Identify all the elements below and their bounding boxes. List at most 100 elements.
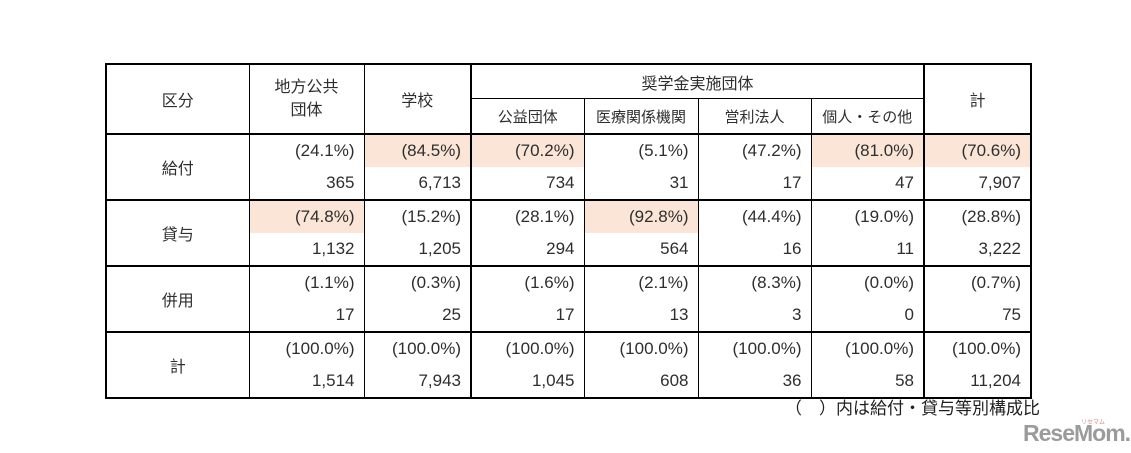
cell-percent: (2.1%): [638, 273, 689, 292]
cell-count: 365: [326, 173, 355, 192]
table-row-total: 計 (100.0%) 1,514 (100.0%) 7,943 (100.0%) 1,…: [105, 331, 1032, 399]
row-label: 給付: [105, 133, 250, 201]
cell-count: 36: [782, 371, 802, 390]
resemom-logo-ruby: リセマム: [1081, 420, 1106, 426]
cell-percent: (100.0%): [505, 339, 575, 358]
cell-percent: (15.2%): [401, 207, 461, 226]
cell-percent: (100.0%): [845, 339, 915, 358]
cell-count: 1,045: [531, 371, 575, 390]
data-cell: (0.3%) 25: [363, 265, 472, 333]
data-cell: (100.0%) 36: [697, 331, 812, 399]
data-cell: (28.8%) 3,222: [923, 199, 1032, 267]
cell-percent: (100.0%): [285, 339, 355, 358]
cell-percent: (81.0%): [811, 135, 924, 167]
cell-percent: (100.0%): [619, 339, 689, 358]
table-footnote: （ ）内は給付・貸与等別構成比: [785, 399, 1040, 418]
cell-percent: (0.3%): [410, 273, 461, 292]
data-cell: (24.1%) 365: [248, 133, 365, 201]
cell-count: 17: [335, 305, 355, 324]
cell-count: 0: [904, 305, 915, 324]
header-row-sub: 公益団体 医療関係機関 営利法人 個人・その他: [106, 98, 1031, 135]
header-scholarship-org-group: 奨学金実施団体: [469, 63, 926, 99]
cell-count: 1,514: [311, 371, 355, 390]
cell-percent: (0.7%): [970, 273, 1022, 292]
data-cell: (100.0%) 1,514: [248, 331, 365, 399]
data-cell: (81.0%) 47: [810, 133, 926, 201]
cell-percent: (70.2%): [472, 135, 584, 167]
header-profit-corporation: 営利法人: [697, 98, 812, 135]
data-cell: (1.6%) 17: [470, 265, 585, 333]
cell-count: 11: [896, 239, 915, 258]
cell-count: 25: [442, 305, 461, 324]
header-row-top: 区分 地方公共 団体 学校 奨学金実施団体 計: [105, 63, 1032, 135]
cell-percent: (47.2%): [741, 141, 802, 160]
data-cell: (1.1%) 17: [248, 265, 365, 333]
data-cell: (19.0%) 11: [810, 199, 926, 267]
cell-percent: (100.0%): [392, 339, 461, 358]
cell-count: 1,205: [418, 239, 461, 258]
cell-count: 294: [546, 239, 575, 258]
data-cell: (70.2%) 734: [470, 133, 585, 201]
cell-count: 17: [555, 305, 575, 324]
cell-count: 6,713: [418, 173, 461, 192]
data-cell: (100.0%) 11,204: [923, 331, 1032, 399]
data-cell: (100.0%) 7,943: [363, 331, 472, 399]
row-label: 計: [105, 331, 250, 399]
cell-percent: (100.0%): [732, 339, 802, 358]
header-public-interest-org: 公益団体: [470, 98, 585, 135]
data-cell: (5.1%) 31: [583, 133, 699, 201]
cell-count: 58: [895, 371, 915, 390]
data-cell: (70.6%) 7,907: [923, 133, 1032, 201]
data-cell: (92.8%) 564: [583, 199, 699, 267]
data-cell: (100.0%) 58: [810, 331, 926, 399]
scholarship-table-container: 区分 地方公共 団体 学校 奨学金実施団体 計 公益団体 医療関係機関 営利法人…: [105, 63, 1033, 399]
cell-count: 31: [669, 173, 689, 192]
data-cell: (15.2%) 1,205: [363, 199, 472, 267]
data-cell: (0.0%) 0: [810, 265, 926, 333]
cell-percent: (1.1%): [304, 273, 355, 292]
cell-count: 734: [546, 173, 575, 192]
scholarship-table: 区分 地方公共 団体 学校 奨学金実施団体 計 公益団体 医療関係機関 営利法人…: [105, 63, 1033, 399]
data-cell: (28.1%) 294: [470, 199, 585, 267]
cell-count: 13: [669, 305, 689, 324]
data-cell: (100.0%) 1,045: [470, 331, 585, 399]
cell-count: 11,204: [970, 371, 1022, 390]
cell-percent: (0.0%): [863, 273, 915, 292]
resemom-logo: リセマム ReseMom.: [1023, 416, 1131, 450]
cell-percent: (5.1%): [638, 141, 689, 160]
data-cell: (0.7%) 75: [923, 265, 1032, 333]
cell-percent: (24.1%): [294, 141, 355, 160]
cell-percent: (28.1%): [514, 207, 575, 226]
cell-count: 7,943: [418, 371, 461, 390]
header-total-column: 計: [923, 63, 1032, 135]
table-row-loan: 貸与 (74.8%) 1,132 (15.2%) 1,205 (28.1%) 294 …: [105, 199, 1032, 267]
cell-count: 564: [660, 239, 689, 258]
resemom-logo-text: ReseMom.: [1023, 420, 1131, 446]
cell-percent: (28.8%): [961, 207, 1022, 226]
cell-count: 16: [782, 239, 802, 258]
cell-percent: (70.6%): [925, 135, 1031, 167]
table-row-combined: 併用 (1.1%) 17 (0.3%) 25 (1.6%) 17 (2.1%) 13 (…: [105, 265, 1032, 333]
header-individual-other: 個人・その他: [810, 98, 926, 135]
header-school: 学校: [363, 63, 472, 135]
header-category: 区分: [105, 63, 250, 135]
data-cell: (2.1%) 13: [583, 265, 699, 333]
cell-percent: (74.8%): [249, 201, 364, 233]
data-cell: (84.5%) 6,713: [363, 133, 472, 201]
cell-count: 608: [660, 371, 689, 390]
cell-count: 75: [1002, 305, 1022, 324]
cell-count: 1,132: [311, 239, 355, 258]
cell-percent: (44.4%): [741, 207, 802, 226]
cell-percent: (19.0%): [854, 207, 915, 226]
cell-percent: (92.8%): [584, 201, 698, 233]
data-cell: (100.0%) 608: [583, 331, 699, 399]
row-label: 併用: [105, 265, 250, 333]
data-cell: (74.8%) 1,132: [248, 199, 365, 267]
row-label: 貸与: [105, 199, 250, 267]
cell-percent: (1.6%): [524, 273, 575, 292]
cell-percent: (100.0%): [952, 339, 1022, 358]
data-cell: (44.4%) 16: [697, 199, 812, 267]
data-cell: (8.3%) 3: [697, 265, 812, 333]
cell-count: 7,907: [978, 173, 1022, 192]
cell-count: 17: [782, 173, 802, 192]
